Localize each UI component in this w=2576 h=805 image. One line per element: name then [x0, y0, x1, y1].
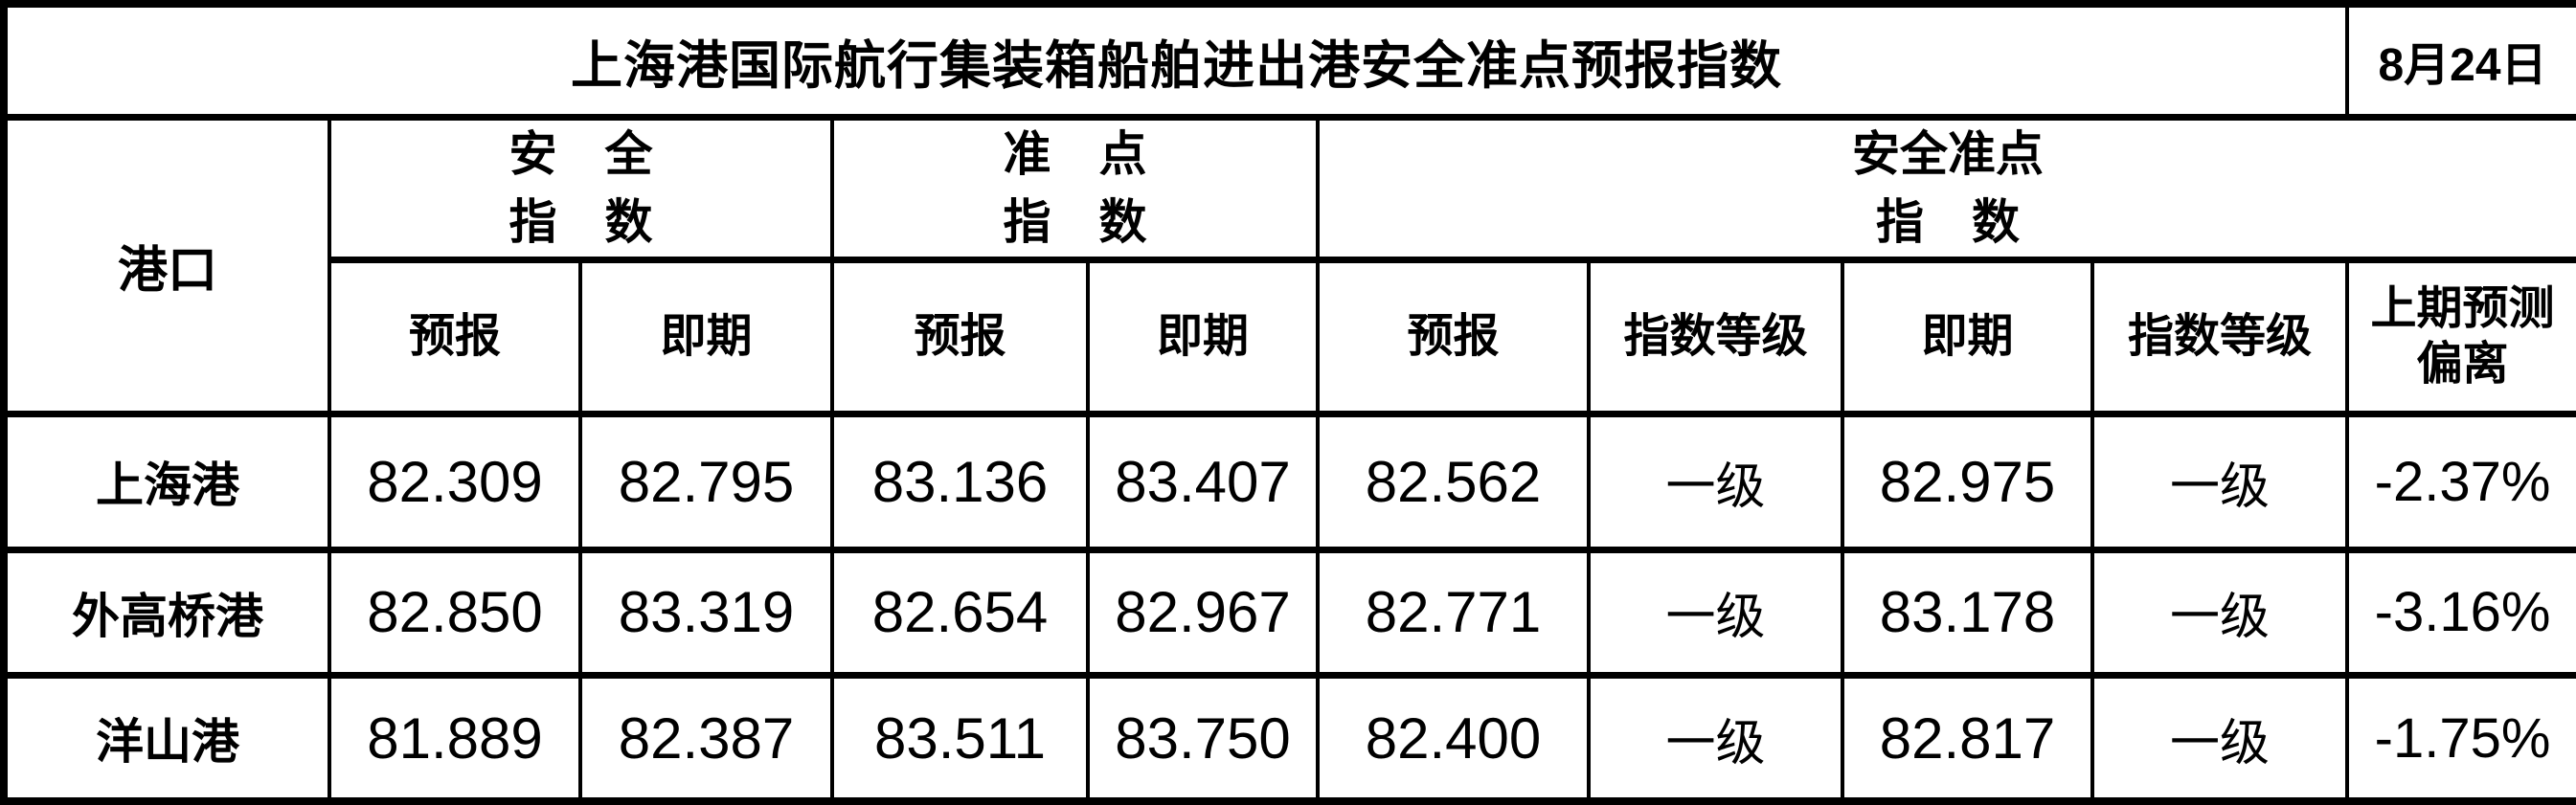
report-date: 8月24日 — [2345, 0, 2576, 121]
value-cell: 82.309 — [328, 410, 582, 553]
col-header-port: 港口 — [2, 113, 331, 417]
title-row: 上海港国际航行集装箱船舶进出港安全准点预报指数 8月24日 — [1, 0, 2576, 121]
col-header-combined-current: 即期 — [1841, 257, 2094, 417]
table-row: 上海港 82.309 82.795 83.136 83.407 82.562 一… — [2, 410, 2576, 553]
deviation-cell: -2.37% — [2345, 410, 2576, 553]
value-cell: 83.511 — [830, 672, 1090, 805]
group-header-punctuality-index: 准 点 指 数 — [830, 113, 1320, 264]
deviation-cell: -3.16% — [2345, 546, 2576, 680]
value-cell: 82.387 — [578, 672, 834, 805]
group-header-safety-index: 安 全 指 数 — [328, 113, 834, 264]
value-cell: 83.407 — [1086, 410, 1320, 553]
value-cell: 82.850 — [328, 546, 582, 680]
value-cell: 81.889 — [328, 672, 582, 805]
grade-cell: 一级 — [2090, 410, 2350, 553]
group-header-safety-punctuality-index: 安全准点 指 数 — [1315, 113, 2576, 264]
port-name-cell: 洋山港 — [2, 672, 331, 805]
value-cell: 83.750 — [1086, 672, 1320, 805]
col-header-current-grade: 指数等级 — [2090, 257, 2350, 417]
grade-cell: 一级 — [1587, 546, 1844, 680]
group-header-row: 港口 安 全 指 数 准 点 指 数 安全准点 指 数 — [2, 113, 2576, 417]
port-name-cell: 外高桥港 — [2, 546, 331, 680]
col-header-safety-forecast: 预报 — [328, 257, 582, 417]
value-cell: 82.795 — [578, 410, 834, 553]
value-cell: 83.178 — [1841, 546, 2094, 680]
grade-cell: 一级 — [2090, 672, 2350, 805]
value-cell: 83.136 — [830, 410, 1090, 553]
value-cell: 82.654 — [830, 546, 1090, 680]
table-row: 外高桥港 82.850 83.319 82.654 82.967 82.771 … — [2, 546, 2576, 680]
value-cell: 82.975 — [1841, 410, 2094, 553]
value-cell: 82.562 — [1316, 410, 1591, 553]
grade-cell: 一级 — [1587, 410, 1844, 553]
value-cell: 83.319 — [578, 546, 834, 680]
col-header-combined-forecast: 预报 — [1316, 257, 1591, 417]
table-title: 上海港国际航行集装箱船舶进出港安全准点预报指数 — [1, 0, 2350, 121]
deviation-cell: -1.75% — [2345, 672, 2576, 805]
port-name-cell: 上海港 — [2, 410, 331, 553]
grade-cell: 一级 — [1587, 672, 1844, 805]
value-cell: 82.771 — [1316, 546, 1591, 680]
col-header-punctuality-current: 即期 — [1086, 257, 1320, 417]
sub-header-row: 预报 即期 预报 即期 预报 指数等级 即期 指数等级 上期预测 偏离 — [4, 257, 2576, 417]
table-row: 洋山港 81.889 82.387 83.511 83.750 82.400 一… — [2, 672, 2576, 805]
col-header-forecast-grade: 指数等级 — [1587, 257, 1844, 417]
col-header-previous-deviation: 上期预测 偏离 — [2345, 257, 2576, 417]
col-header-punctuality-forecast: 预报 — [830, 257, 1090, 417]
col-header-safety-current: 即期 — [578, 257, 834, 417]
value-cell: 82.967 — [1086, 546, 1320, 680]
grade-cell: 一级 — [2090, 546, 2350, 680]
value-cell: 82.817 — [1841, 672, 2094, 805]
value-cell: 82.400 — [1316, 672, 1591, 805]
